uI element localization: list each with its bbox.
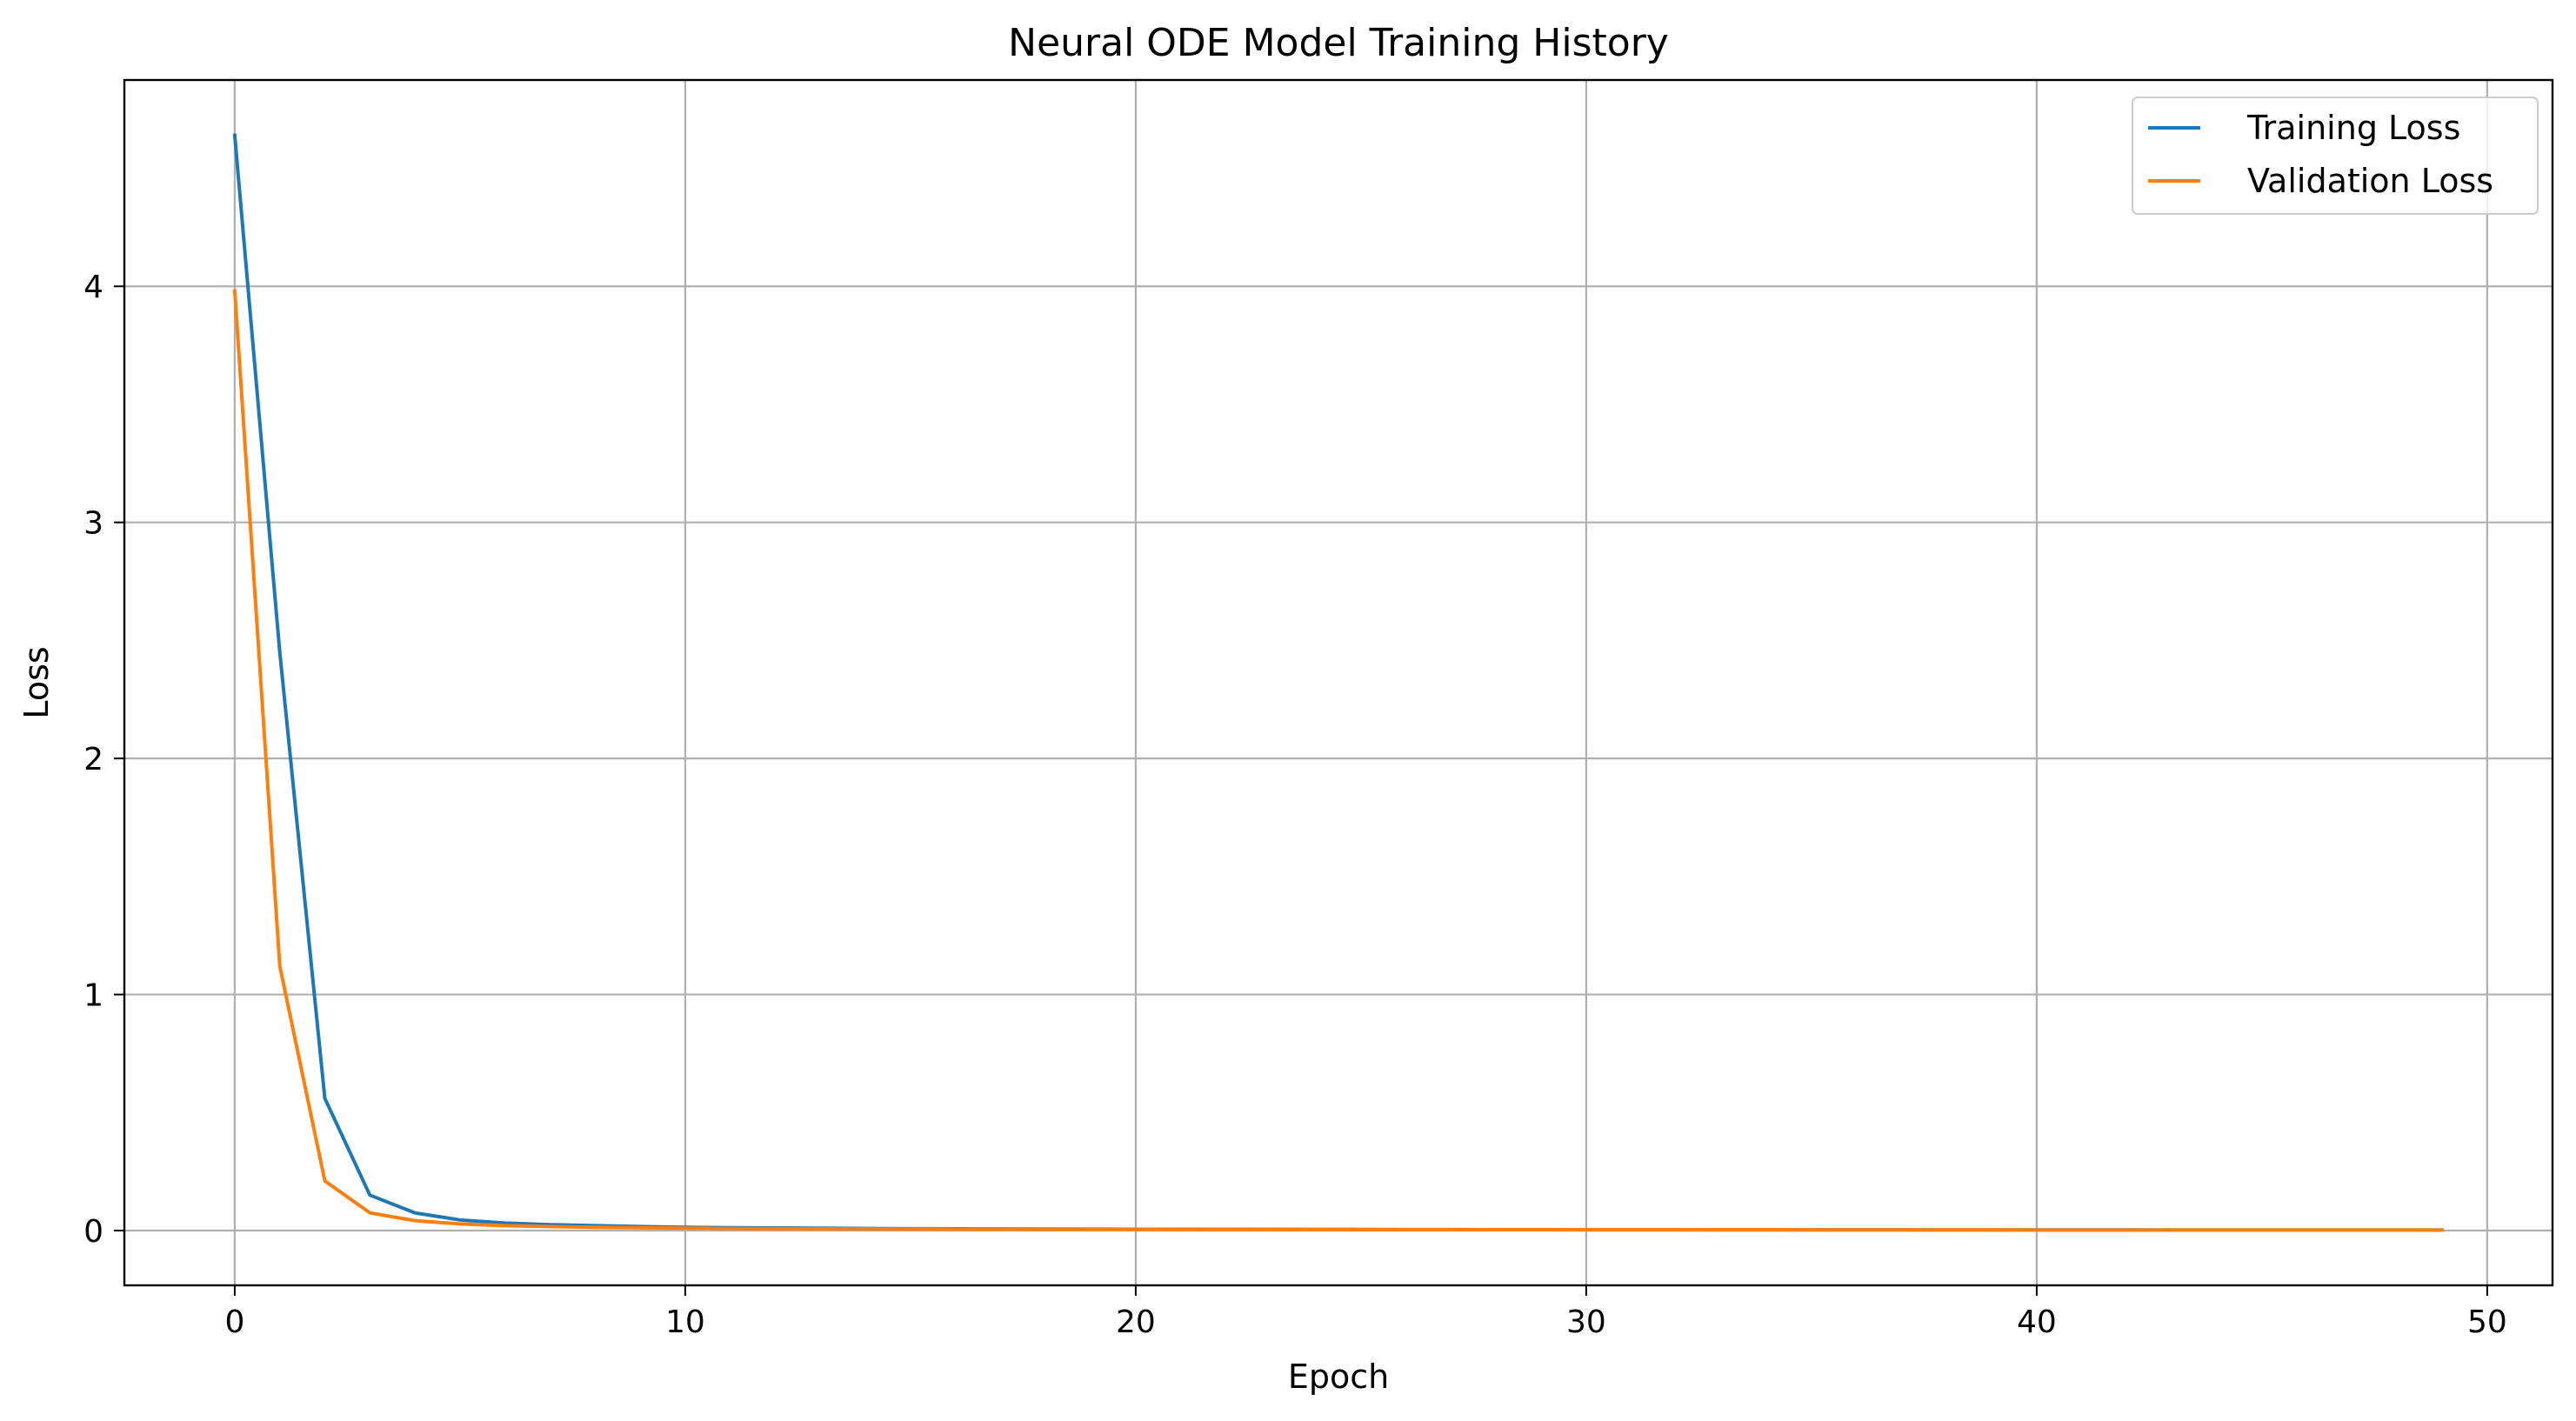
x-axis-label: Epoch <box>1288 1358 1389 1396</box>
y-tick-label: 0 <box>83 1214 103 1250</box>
y-tick-label: 3 <box>83 506 103 542</box>
x-tick-label: 40 <box>2017 1304 2057 1340</box>
y-tick-label: 2 <box>83 742 103 777</box>
series-layer <box>232 133 2445 1232</box>
x-tick-label: 0 <box>224 1304 244 1340</box>
x-tick-label: 50 <box>2467 1304 2507 1340</box>
x-tick-label: 30 <box>1566 1304 1606 1340</box>
x-tick-label: 20 <box>1116 1304 1156 1340</box>
x-tick-label: 10 <box>665 1304 705 1340</box>
legend-box <box>2132 97 2539 215</box>
legend: Training Loss Validation Loss <box>2132 97 2539 215</box>
legend-label-2: Validation Loss <box>2247 162 2493 200</box>
legend-label-1: Training Loss <box>2246 109 2460 147</box>
y-tick-label: 4 <box>83 270 103 305</box>
series-line-2 <box>232 289 2445 1232</box>
y-tick-label: 1 <box>83 978 103 1014</box>
y-axis-label: Loss <box>17 646 56 718</box>
ticks: 0 10 20 30 40 50 0 1 2 3 4 <box>83 270 2507 1340</box>
chart-title: Neural ODE Model Training History <box>1008 21 1669 65</box>
plot-frame <box>123 78 2554 1287</box>
